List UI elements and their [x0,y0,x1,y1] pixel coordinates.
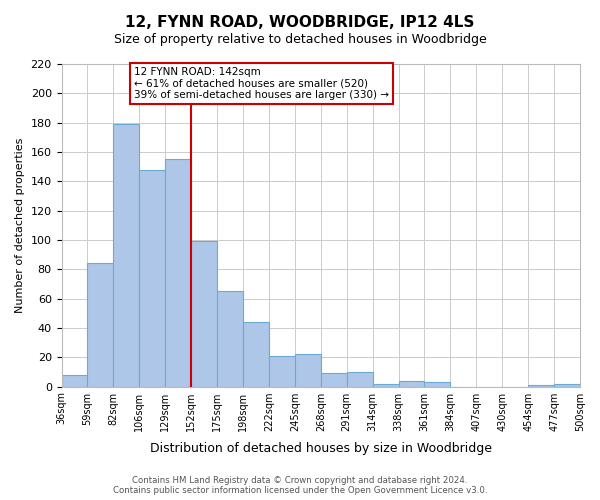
Bar [347,372,373,386]
Bar [398,380,424,386]
Bar [62,375,88,386]
Bar [88,264,113,386]
Bar [191,242,217,386]
Bar [165,160,191,386]
Bar [139,170,165,386]
Bar [295,354,321,386]
Bar [217,291,243,386]
Bar [321,374,347,386]
Y-axis label: Number of detached properties: Number of detached properties [15,138,25,313]
Bar [424,382,451,386]
Bar [373,384,398,386]
Text: Contains HM Land Registry data © Crown copyright and database right 2024.
Contai: Contains HM Land Registry data © Crown c… [113,476,487,495]
Text: Size of property relative to detached houses in Woodbridge: Size of property relative to detached ho… [113,32,487,46]
Bar [554,384,580,386]
Text: 12 FYNN ROAD: 142sqm
← 61% of detached houses are smaller (520)
39% of semi-deta: 12 FYNN ROAD: 142sqm ← 61% of detached h… [134,67,389,100]
Bar [528,385,554,386]
X-axis label: Distribution of detached houses by size in Woodbridge: Distribution of detached houses by size … [150,442,492,455]
Bar [113,124,139,386]
Bar [269,356,295,386]
Text: 12, FYNN ROAD, WOODBRIDGE, IP12 4LS: 12, FYNN ROAD, WOODBRIDGE, IP12 4LS [125,15,475,30]
Bar [243,322,269,386]
